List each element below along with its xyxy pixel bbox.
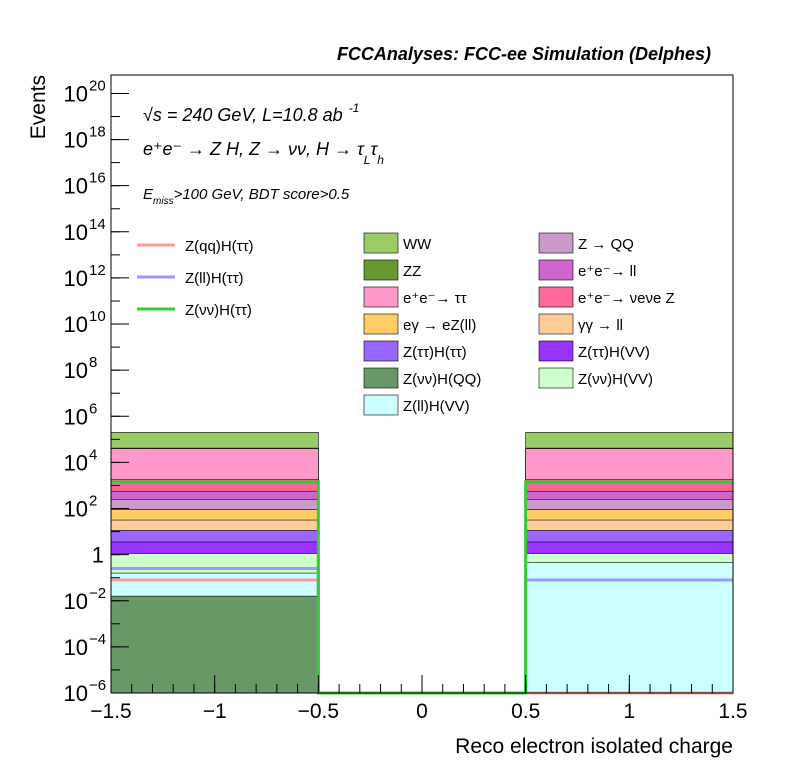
legend-swatch-z-h-vv: [538, 340, 574, 362]
annotation-block: √s = 240 GeV, L=10.8 ab -1 e⁺e⁻ → Z H, Z …: [143, 101, 384, 207]
y-tick-label: 1018: [64, 124, 106, 153]
legend-swatch-e-e: [363, 286, 399, 308]
x-tick-label: 0: [416, 700, 428, 723]
legend-swatch-z-h-vv: [538, 367, 574, 389]
legend-swatch-z-ll-h-vv: [363, 394, 399, 416]
x-axis-label: Reco electron isolated charge: [455, 735, 733, 758]
legend-label: e⁺e⁻→ ττ: [403, 290, 467, 307]
y-tick-label: 1012: [64, 262, 106, 291]
legend-label: Z(qq)H(ττ): [185, 238, 254, 255]
legend-swatch-e-e-ll: [538, 259, 574, 281]
legend-label: Z(νν)H(VV): [578, 371, 653, 388]
legend-swatch-z-h-qq: [363, 367, 399, 389]
legend: Z(qq)H(ττ) Z(ll)H(ττ) Z(νν)H(ττ) WW Z → QQ ZZ…: [137, 232, 675, 416]
annotation-process: e⁺e⁻ → Z H, Z → νν, H → τLτh: [143, 139, 384, 167]
x-tick-label: 0.5: [511, 700, 540, 723]
legend-swatch-z-h: [363, 340, 399, 362]
legend-swatch-ww: [363, 232, 399, 254]
bar-z-ll-h-vv-bin2: [525, 562, 734, 694]
legend-label: Z(ll)H(VV): [403, 398, 470, 415]
legend-label: Z(ττ)H(VV): [578, 344, 650, 361]
legend-label: Z(νν)H(QQ): [403, 371, 481, 388]
chart-title: FCCAnalyses: FCC-ee Simulation (Delphes): [337, 44, 711, 64]
y-tick-label: 102: [64, 493, 98, 522]
x-tick-label: −1.5: [90, 700, 131, 723]
annotation-energy-lumi: √s = 240 GeV, L=10.8 ab -1: [143, 101, 359, 125]
legend-label: Z(ττ)H(ττ): [403, 344, 467, 361]
y-tick-label: 1: [92, 543, 104, 568]
annotation-selection: Emiss>100 GeV, BDT score>0.5: [143, 186, 350, 207]
y-tick-label: 10−4: [64, 631, 107, 660]
y-tick-label: 1016: [64, 170, 106, 199]
legend-label: WW: [403, 236, 432, 253]
y-tick-label: 1014: [64, 216, 106, 245]
legend-label: e⁺e⁻→ νeνe Z: [578, 290, 675, 307]
x-tick-label: −0.5: [298, 700, 339, 723]
x-tick-label: 1.5: [718, 700, 747, 723]
legend-swatch-z-qq: [538, 232, 574, 254]
legend-label: e⁺e⁻→ ll: [578, 263, 636, 280]
y-tick-label: 1010: [64, 308, 106, 337]
legend-label: γγ → ll: [578, 317, 623, 334]
legend-label: Z(ll)H(ττ): [185, 270, 244, 287]
legend-label: eγ → eZ(ll): [403, 317, 476, 334]
legend-swatch-ll: [538, 313, 574, 335]
legend-label: Z(νν)H(ττ): [185, 302, 252, 319]
x-tick-label: 1: [623, 700, 635, 723]
legend-label: ZZ: [403, 263, 421, 280]
y-tick-label: 108: [64, 354, 98, 383]
stacked-bars: [110, 432, 734, 694]
legend-swatch-zz: [363, 259, 399, 281]
y-tick-label: 106: [64, 400, 98, 429]
axis-ticks: −1.5 −1 −0.5 0 0.5 1 1.5 10−6 10−4 10−2 1 102 104 106…: [64, 77, 748, 723]
y-axis-label: Events: [27, 75, 50, 139]
y-tick-label: 104: [64, 446, 98, 475]
legend-label: Z → QQ: [578, 236, 634, 253]
legend-swatch-e-ez-ll: [363, 313, 399, 335]
y-tick-label: 1020: [64, 77, 106, 106]
y-tick-label: 10−2: [64, 585, 107, 614]
legend-swatch-e-e-e-e-z: [538, 286, 574, 308]
x-tick-label: −1: [203, 700, 227, 723]
y-tick-label: 10−6: [64, 677, 107, 706]
